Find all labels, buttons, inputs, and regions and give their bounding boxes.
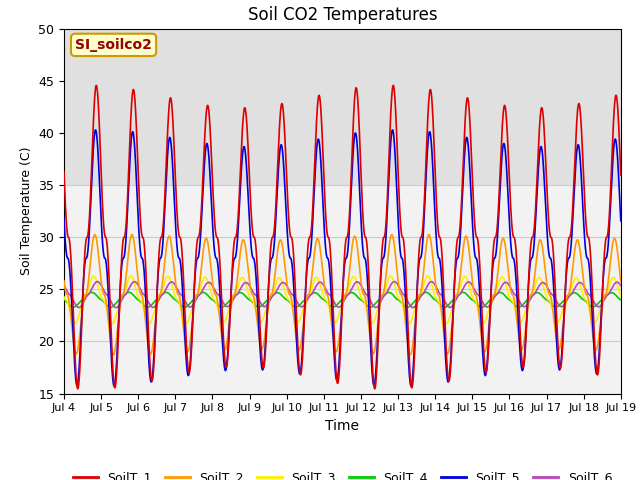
SoilT_6 bbox=[93, 279, 101, 285]
SoilT_3 bbox=[127, 273, 134, 279]
SoilT_3 bbox=[436, 305, 444, 311]
SoilT_5 bbox=[617, 218, 625, 224]
Y-axis label: Soil Temperature (C): Soil Temperature (C) bbox=[20, 147, 33, 276]
SoilT_3 bbox=[405, 321, 413, 326]
SoilT_6 bbox=[436, 292, 444, 298]
SoilT_3 bbox=[322, 297, 330, 303]
SoilT_1 bbox=[616, 159, 624, 165]
SoilT_1 bbox=[160, 209, 168, 215]
SoilT_3 bbox=[161, 281, 168, 287]
SoilT_6 bbox=[161, 289, 168, 295]
Text: SI_soilco2: SI_soilco2 bbox=[75, 38, 152, 52]
SoilT_2 bbox=[468, 270, 476, 276]
SoilT_1 bbox=[468, 152, 476, 157]
Line: SoilT_2: SoilT_2 bbox=[64, 235, 621, 355]
SoilT_6 bbox=[322, 287, 330, 292]
SoilT_2 bbox=[161, 264, 168, 269]
SoilT_5 bbox=[60, 216, 68, 222]
SoilT_3 bbox=[617, 294, 625, 300]
SoilT_1 bbox=[371, 386, 378, 392]
SoilT_6 bbox=[60, 282, 68, 288]
SoilT_1 bbox=[436, 237, 444, 242]
SoilT_6 bbox=[616, 282, 624, 288]
SoilT_3 bbox=[60, 294, 68, 300]
SoilT_4 bbox=[161, 290, 168, 296]
SoilT_4 bbox=[60, 297, 68, 303]
SoilT_5 bbox=[322, 245, 330, 251]
Title: Soil CO2 Temperatures: Soil CO2 Temperatures bbox=[248, 6, 437, 24]
X-axis label: Time: Time bbox=[325, 419, 360, 433]
SoilT_2 bbox=[436, 301, 444, 307]
SoilT_4 bbox=[499, 291, 507, 297]
SoilT_5 bbox=[388, 127, 396, 133]
SoilT_6 bbox=[468, 281, 476, 287]
Legend: SoilT_1, SoilT_2, SoilT_3, SoilT_4, SoilT_5, SoilT_6: SoilT_1, SoilT_2, SoilT_3, SoilT_4, Soil… bbox=[68, 467, 617, 480]
SoilT_1 bbox=[499, 113, 507, 119]
SoilT_3 bbox=[616, 293, 624, 299]
SoilT_3 bbox=[468, 291, 476, 297]
Line: SoilT_6: SoilT_6 bbox=[64, 282, 621, 308]
SoilT_4 bbox=[617, 297, 625, 303]
SoilT_4 bbox=[616, 297, 624, 302]
SoilT_6 bbox=[112, 305, 120, 311]
SoilT_4 bbox=[322, 298, 330, 304]
SoilT_6 bbox=[499, 281, 507, 287]
SoilT_4 bbox=[436, 302, 444, 308]
SoilT_4 bbox=[468, 297, 476, 302]
Line: SoilT_5: SoilT_5 bbox=[64, 130, 621, 386]
Bar bbox=[64, 29, 621, 185]
SoilT_5 bbox=[499, 144, 507, 149]
SoilT_5 bbox=[436, 263, 444, 268]
SoilT_5 bbox=[616, 208, 624, 214]
SoilT_2 bbox=[617, 278, 625, 284]
SoilT_1 bbox=[60, 169, 68, 175]
Line: SoilT_3: SoilT_3 bbox=[64, 276, 621, 324]
SoilT_2 bbox=[128, 232, 136, 238]
SoilT_2 bbox=[322, 290, 330, 296]
SoilT_5 bbox=[160, 221, 168, 227]
SoilT_2 bbox=[109, 352, 117, 358]
SoilT_2 bbox=[60, 278, 68, 284]
SoilT_2 bbox=[499, 235, 507, 241]
SoilT_6 bbox=[617, 283, 625, 288]
SoilT_1 bbox=[322, 210, 330, 216]
SoilT_4 bbox=[125, 289, 133, 295]
SoilT_5 bbox=[468, 199, 476, 205]
SoilT_3 bbox=[499, 275, 507, 280]
Line: SoilT_4: SoilT_4 bbox=[64, 292, 621, 307]
SoilT_1 bbox=[617, 172, 625, 178]
SoilT_1 bbox=[389, 83, 397, 88]
SoilT_4 bbox=[144, 304, 152, 310]
SoilT_2 bbox=[616, 274, 624, 280]
Line: SoilT_1: SoilT_1 bbox=[64, 85, 621, 389]
SoilT_5 bbox=[407, 383, 415, 389]
